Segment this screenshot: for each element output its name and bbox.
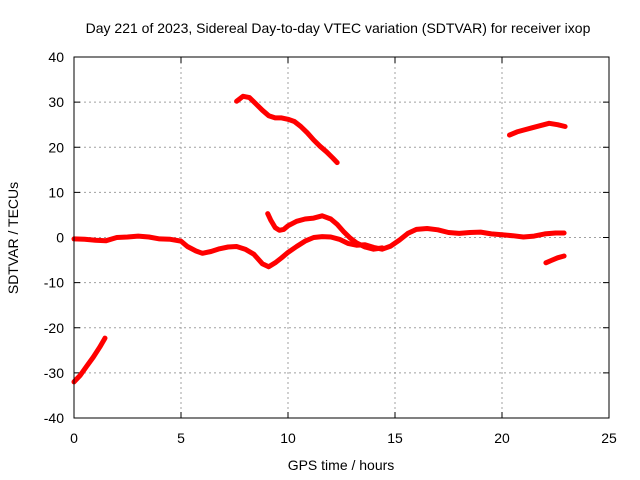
x-axis-label: GPS time / hours — [288, 457, 395, 473]
series-arc-low-end — [543, 253, 567, 266]
plot-frame — [73, 56, 610, 419]
x-tick-label: 5 — [177, 430, 185, 446]
x-tick-label: 25 — [601, 430, 617, 446]
chart-title: Day 221 of 2023, Sidereal Day-to-day VTE… — [86, 20, 591, 36]
series-arc-main-1 — [71, 226, 567, 270]
series-arc-low-start — [71, 335, 108, 385]
y-tick-label: 20 — [48, 139, 64, 155]
y-tick-label: 10 — [48, 184, 64, 200]
y-axis-label: SDTVAR / TECUs — [5, 182, 21, 294]
y-tick-label: -40 — [44, 410, 64, 426]
y-tick-label: 0 — [56, 230, 64, 246]
y-tick-label: -10 — [44, 275, 64, 291]
x-tick-labels: 0 5 10 15 20 25 — [70, 430, 617, 446]
series-arc-high-1 — [234, 93, 340, 166]
y-tick-label: 40 — [48, 49, 64, 65]
x-tick-label: 15 — [387, 430, 403, 446]
series-arc-mid-bump — [265, 211, 385, 252]
data-series — [71, 93, 568, 385]
x-tick-label: 20 — [494, 430, 510, 446]
y-tick-label: -20 — [44, 320, 64, 336]
y-tick-labels: 40 30 20 10 0 -10 -20 -30 -40 — [44, 49, 64, 426]
y-tick-label: 30 — [48, 94, 64, 110]
x-tick-label: 10 — [280, 430, 296, 446]
x-tick-label: 0 — [70, 430, 78, 446]
series-arc-high-2 — [507, 120, 568, 138]
y-tick-label: -30 — [44, 365, 64, 381]
